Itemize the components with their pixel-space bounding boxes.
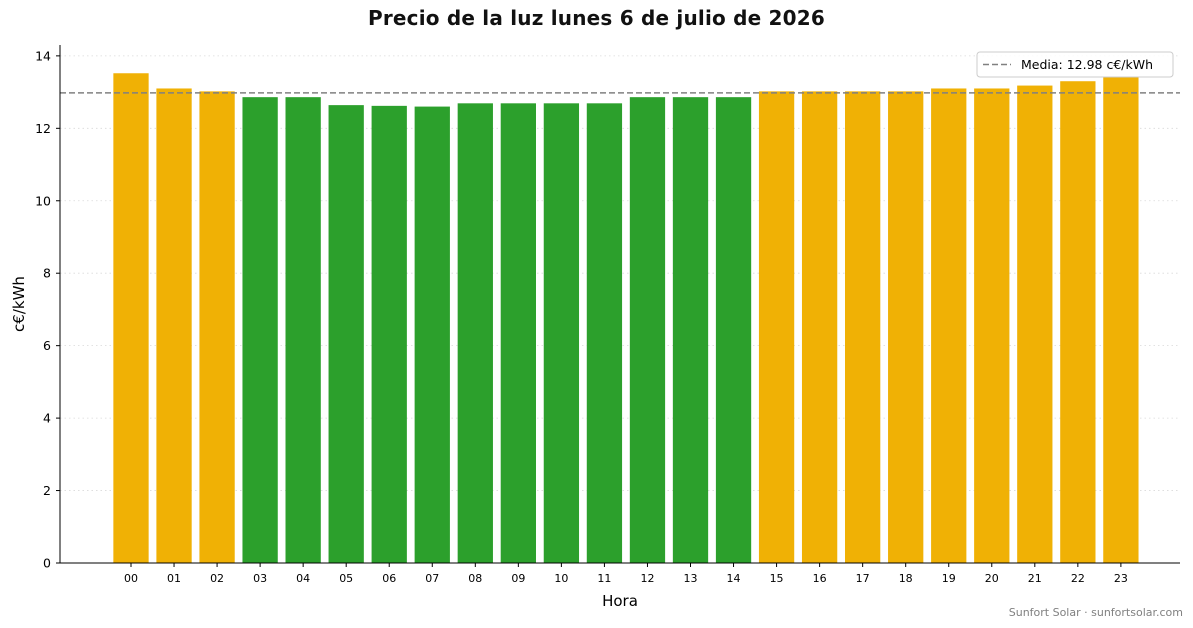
legend: Media: 12.98 c€/kWh [976,51,1174,78]
bar-04 [285,97,321,564]
legend-label: Media: 12.98 c€/kWh [1021,57,1153,72]
bar-10 [543,103,580,563]
x-tick-label: 08 [468,572,482,585]
x-tick-label: 00 [124,572,138,585]
x-tick-label: 10 [554,572,568,585]
bar-02 [199,91,235,564]
bar-07 [414,106,450,564]
bar-21 [1017,85,1053,564]
x-tick-label: 03 [253,572,267,585]
x-tick-label: 19 [942,572,956,585]
bars [113,73,1139,564]
y-tick-label: 6 [43,338,51,353]
x-tick-label: 16 [813,572,827,585]
x-tick-label: 23 [1114,572,1128,585]
x-tick-label: 22 [1071,572,1085,585]
x-ticks: 00 01 02 03 04 05 06 07 08 09 10 11 12 13 14 15 16 17 18 19… [124,563,1128,585]
y-tick-label: 12 [35,121,51,136]
bar-14 [715,97,752,564]
bar-13 [672,97,709,564]
y-tick-label: 0 [43,556,51,571]
x-tick-label: 15 [770,572,784,585]
y-tick-label: 10 [35,193,51,208]
x-tick-label: 14 [727,572,741,585]
legend-box [976,51,1174,78]
bar-11 [586,103,623,563]
x-tick-label: 04 [296,572,310,585]
bar-06 [371,105,407,563]
bar-01 [156,88,192,563]
footer-credit: Sunfort Solar · sunfortsolar.com [1008,606,1183,619]
x-tick-label: 20 [985,572,999,585]
x-tick-label: 12 [640,572,654,585]
x-tick-label: 05 [339,572,353,585]
chart-title: Precio de la luz lunes 6 de julio de 202… [367,6,826,30]
bar-17 [845,91,881,564]
x-tick-label: 02 [210,572,224,585]
x-tick-label: 01 [167,572,181,585]
y-tick-label: 14 [35,48,51,63]
axes [59,45,1180,564]
x-tick-label: 09 [511,572,525,585]
bar-05 [328,105,364,563]
x-tick-label: 18 [899,572,913,585]
y-ticks: 0 2 4 6 8 10 12 14 [35,48,60,571]
y-tick-label: 2 [43,483,51,498]
x-tick-label: 07 [425,572,439,585]
bar-03 [242,97,278,564]
bar-16 [801,91,838,564]
bar-22 [1060,81,1096,563]
bar-00 [113,73,149,563]
bar-12 [629,97,666,564]
x-tick-label: 17 [856,572,870,585]
y-tick-label: 4 [43,411,51,426]
x-tick-label: 13 [684,572,698,585]
x-axis-label: Hora [602,592,638,610]
bar-15 [758,91,795,564]
x-tick-label: 06 [382,572,396,585]
bar-23 [1103,76,1139,563]
bar-09 [500,103,536,563]
y-axis-label: c€/kWh [10,276,28,332]
x-tick-label: 11 [597,572,611,585]
bar-08 [457,103,493,563]
bar-19 [931,88,967,563]
y-tick-label: 8 [43,266,51,281]
bar-18 [888,91,924,564]
bar-20 [974,88,1010,563]
x-tick-label: 21 [1028,572,1042,585]
